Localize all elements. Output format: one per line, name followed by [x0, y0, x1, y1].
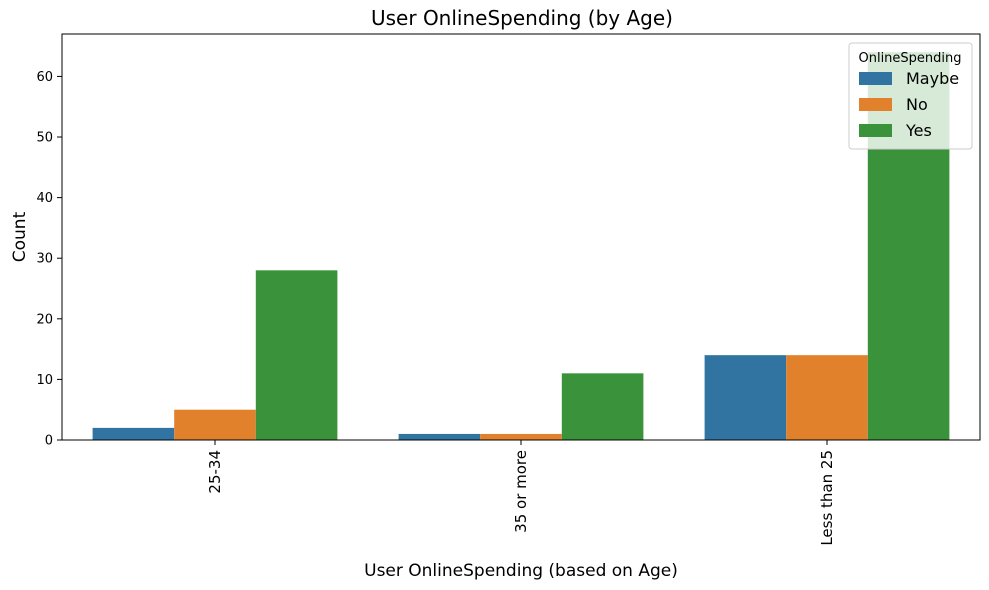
- x-tick-label-1: 35 or more: [512, 450, 530, 533]
- legend-label-maybe: Maybe: [906, 69, 959, 88]
- bar-yes-0: [255, 270, 338, 440]
- legend-label-yes: Yes: [905, 121, 932, 140]
- legend-box: [848, 42, 973, 150]
- x-tick-label-2: Less than 25: [818, 450, 836, 546]
- y-tick-label-2: 20: [36, 312, 53, 327]
- y-tick-label-6: 60: [36, 70, 53, 85]
- legend: OnlineSpending Maybe No Yes: [848, 42, 973, 150]
- bar-yes-1: [561, 373, 644, 440]
- y-tick-label-3: 30: [36, 252, 53, 267]
- legend-title: OnlineSpending: [858, 51, 961, 66]
- y-tick-label-0: 0: [45, 434, 53, 449]
- y-axis-label: Count: [10, 211, 30, 262]
- legend-label-no: No: [906, 95, 928, 114]
- x-tick-label-0: 25-34: [206, 450, 224, 494]
- bars-group: [92, 52, 950, 441]
- bar-no-2: [786, 355, 868, 440]
- y-axis: 0 10 20 30 40 50 60: [36, 70, 62, 449]
- x-axis-label: User OnlineSpending (based on Age): [364, 561, 678, 581]
- legend-swatch-no: [859, 98, 892, 111]
- y-tick-label-5: 50: [36, 131, 53, 146]
- plot-frame: [61, 33, 981, 441]
- y-tick-label-1: 10: [36, 373, 53, 388]
- legend-swatch-maybe: [859, 72, 892, 85]
- chart-title: User OnlineSpending (by Age): [371, 6, 673, 30]
- bar-maybe-1: [398, 433, 481, 440]
- bar-maybe-2: [704, 355, 787, 440]
- bar-no-0: [174, 409, 256, 440]
- y-tick-label-4: 40: [36, 191, 53, 206]
- bar-no-1: [480, 433, 562, 440]
- x-axis: 25-34 35 or more Less than 25: [206, 440, 836, 546]
- bar-maybe-0: [92, 427, 175, 440]
- legend-swatch-yes: [859, 124, 892, 137]
